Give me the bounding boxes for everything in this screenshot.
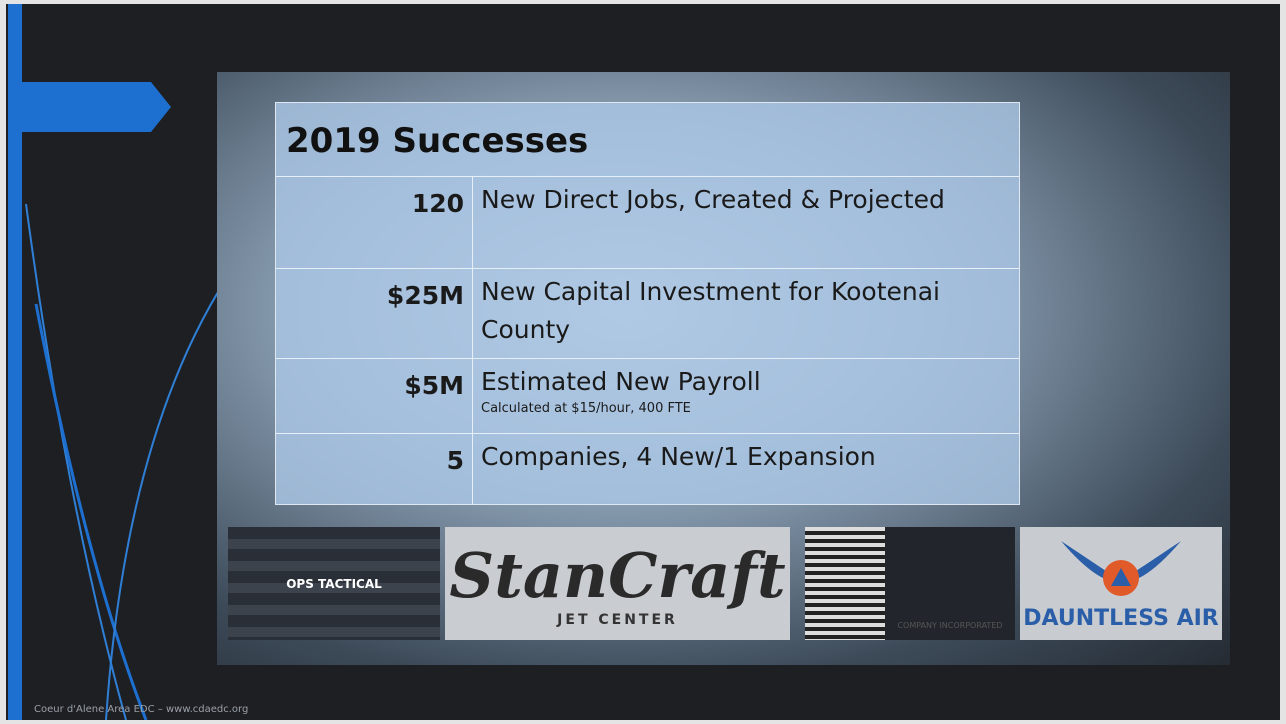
figure: 5 (276, 434, 473, 505)
logo-dauntless: DAUNTLESS AIR (1020, 527, 1222, 640)
logo-ops: OPS TACTICAL (228, 527, 440, 640)
decoration (22, 82, 237, 720)
logo-company: COMPANY INCORPORATED (885, 527, 1015, 640)
wings (1061, 541, 1181, 596)
logo-sub: JET CENTER (557, 612, 678, 628)
description: New Direct Jobs, Created & Projected (481, 185, 945, 214)
description: Estimated New Payroll Calculated at $15/h… (473, 359, 1019, 433)
table-row: 120 New Direct Jobs, Created & Projected (276, 176, 1019, 268)
table-row: 5 Companies, 4 New/1 Expansion (276, 433, 1019, 505)
note: Calculated at $15/hour, 400 FTE (481, 401, 691, 416)
figure: 120 (276, 177, 473, 268)
description: Companies, 4 New/1 Expansion (481, 442, 876, 471)
description-text: Estimated New Payroll (481, 367, 761, 396)
table-row: $5M Estimated New Payroll Calculated at $… (276, 358, 1019, 433)
description: New Capital Investment for Kootenai Coun… (481, 277, 940, 344)
logo-text: DAUNTLESS AIR (1023, 606, 1219, 631)
logo-stripes (805, 527, 885, 640)
logo-text: StanCraft (449, 539, 786, 612)
successes-table: 2019 Successes 120 New Direct Jobs, Crea… (275, 102, 1020, 505)
figure: $5M (276, 359, 473, 433)
table-title: 2019 Successes (286, 121, 589, 161)
accent-bar (8, 4, 22, 720)
footer: Coeur d'Alene Area EDC – www.cdaedc.org (34, 704, 249, 715)
figure: $25M (276, 269, 473, 358)
table-row: $25M New Capital Investment for Kootenai… (276, 268, 1019, 358)
slide: 2019 Successes 120 New Direct Jobs, Crea… (6, 4, 1280, 720)
logo-stancraft: StanCraft JET CENTER (445, 527, 790, 640)
